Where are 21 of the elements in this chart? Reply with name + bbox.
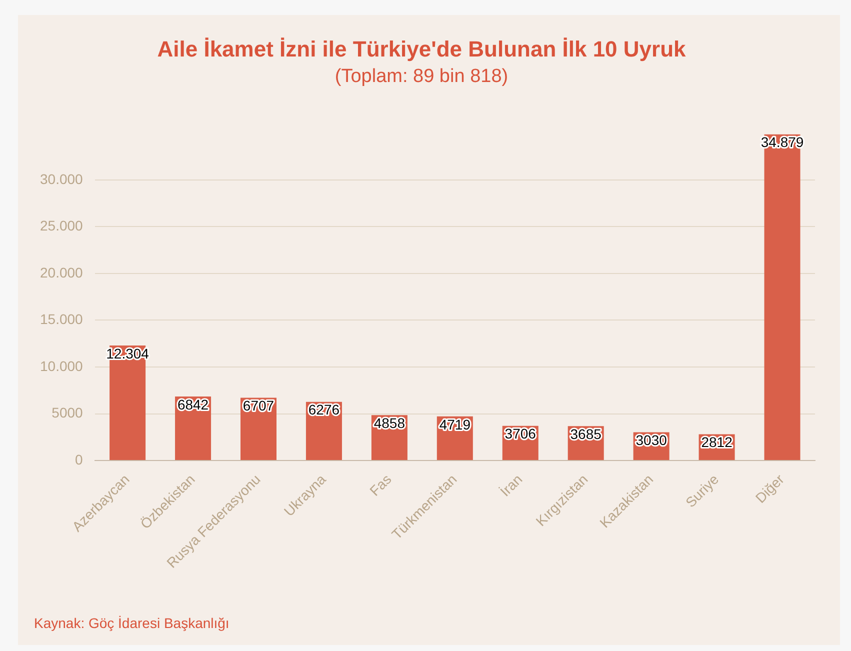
data-label: 4719 xyxy=(439,416,471,432)
data-label: 6842 xyxy=(177,396,209,412)
data-label: 4858 xyxy=(374,414,406,431)
y-tick-label: 20.000 xyxy=(40,264,84,280)
data-label: 6276 xyxy=(308,402,340,418)
chart-subtitle: (Toplam: 89 bin 818) xyxy=(334,66,508,88)
y-tick-label: 0 xyxy=(75,451,84,468)
x-tick-label: İran xyxy=(496,471,526,500)
chart-title: Aile İkamet İzni ile Türkiye'de Bulunan İlk 10 Uyruk xyxy=(157,36,687,62)
x-tick-label: Fas xyxy=(366,471,394,499)
data-label: 3030 xyxy=(636,432,668,448)
y-tick-label: 25.000 xyxy=(40,218,84,234)
y-tick-label: 10.000 xyxy=(40,358,84,374)
data-label: 3685 xyxy=(570,426,602,442)
data-label: 3706 xyxy=(504,426,536,442)
y-tick-label: 5000 xyxy=(52,404,84,421)
y-tick-label: 30.000 xyxy=(40,170,84,187)
data-label: 2812 xyxy=(701,434,733,450)
y-tick-label: 15.000 xyxy=(40,311,84,328)
data-label: 6707 xyxy=(242,398,274,414)
text: Kaynak: Göç İdaresi Başkanlığı xyxy=(34,615,230,631)
